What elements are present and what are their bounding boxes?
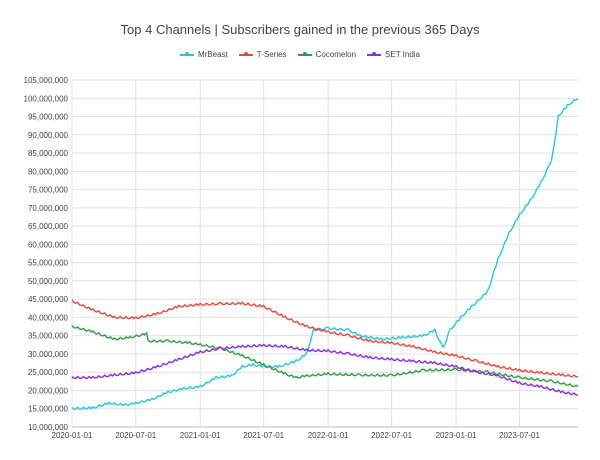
y-tick-label: 95,000,000: [28, 113, 69, 122]
y-tick-label: 30,000,000: [28, 350, 69, 359]
legend-swatch-cocomelon: [297, 51, 312, 56]
y-tick-label: 100,000,000: [24, 94, 69, 103]
y-tick-label: 105,000,000: [24, 76, 69, 85]
chart-legend: MrBeast T-Series Cocomelon SET India: [0, 50, 600, 59]
series-line-mrbeast[interactable]: [71, 97, 579, 410]
y-tick-label: 10,000,000: [28, 423, 69, 432]
x-tick-label: 2021-07-01: [243, 431, 284, 440]
x-tick-label: 2021-01-01: [180, 431, 221, 440]
legend-label-t-series: T-Series: [256, 50, 287, 59]
legend-swatch-mrbeast: [179, 51, 194, 56]
legend-item-cocomelon[interactable]: Cocomelon: [297, 50, 357, 59]
legend-label-cocomelon: Cocomelon: [315, 50, 357, 59]
x-tick-label: 2022-01-01: [308, 431, 349, 440]
y-tick-label: 75,000,000: [28, 186, 69, 195]
x-tick-label: 2023-01-01: [436, 431, 477, 440]
y-tick-label: 45,000,000: [28, 295, 69, 304]
y-tick-label: 80,000,000: [28, 167, 69, 176]
x-tick-label: 2020-01-01: [52, 431, 93, 440]
y-tick-label: 50,000,000: [28, 277, 69, 286]
y-tick-label: 90,000,000: [28, 131, 69, 140]
y-tick-label: 55,000,000: [28, 259, 69, 268]
y-tick-label: 70,000,000: [28, 204, 69, 213]
y-tick-label: 15,000,000: [28, 405, 69, 414]
legend-swatch-t-series: [238, 51, 253, 56]
y-tick-label: 65,000,000: [28, 222, 69, 231]
y-tick-label: 40,000,000: [28, 313, 69, 322]
legend-item-mrbeast[interactable]: MrBeast: [179, 50, 228, 59]
series-line-set-india[interactable]: [71, 343, 579, 396]
legend-label-set-india: SET India: [385, 50, 421, 59]
y-tick-label: 20,000,000: [28, 386, 69, 395]
x-tick-label: 2023-07-01: [499, 431, 540, 440]
x-tick-label: 2022-07-01: [371, 431, 412, 440]
legend-item-set-india[interactable]: SET India: [367, 50, 420, 59]
legend-swatch-set-india: [367, 51, 382, 56]
y-tick-label: 25,000,000: [28, 368, 69, 377]
y-tick-label: 85,000,000: [28, 149, 69, 158]
y-tick-label: 35,000,000: [28, 332, 69, 341]
legend-label-mrbeast: MrBeast: [197, 50, 228, 59]
series-line-cocomelon[interactable]: [71, 324, 579, 388]
x-tick-label: 2020-07-01: [115, 431, 156, 440]
chart-title: Top 4 Channels | Subscribers gained in t…: [120, 22, 480, 37]
series-line-t-series[interactable]: [71, 299, 579, 378]
legend-item-t-series[interactable]: T-Series: [238, 50, 287, 59]
y-tick-label: 60,000,000: [28, 240, 69, 249]
